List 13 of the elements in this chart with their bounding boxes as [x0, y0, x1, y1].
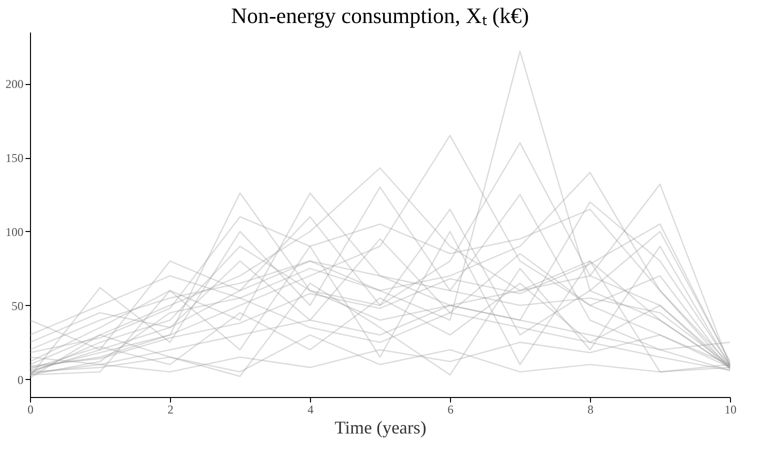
y-tick-label: 0 — [18, 372, 24, 387]
y-tick-label: 150 — [6, 151, 24, 166]
y-tick-label: 100 — [6, 224, 24, 239]
chart-title: Non-energy consumption, Xₜ (k€) — [231, 3, 529, 28]
x-tick-label: 6 — [448, 402, 454, 416]
x-tick-label: 10 — [724, 402, 736, 416]
y-tick-label: 50 — [12, 298, 24, 313]
x-axis-title: Time (years) — [334, 418, 426, 438]
x-tick-label: 8 — [588, 402, 594, 416]
y-tick-label: 200 — [6, 77, 24, 92]
x-tick-label: 2 — [168, 402, 174, 416]
x-tick-label: 0 — [28, 402, 34, 416]
x-tick-label: 4 — [308, 402, 314, 416]
